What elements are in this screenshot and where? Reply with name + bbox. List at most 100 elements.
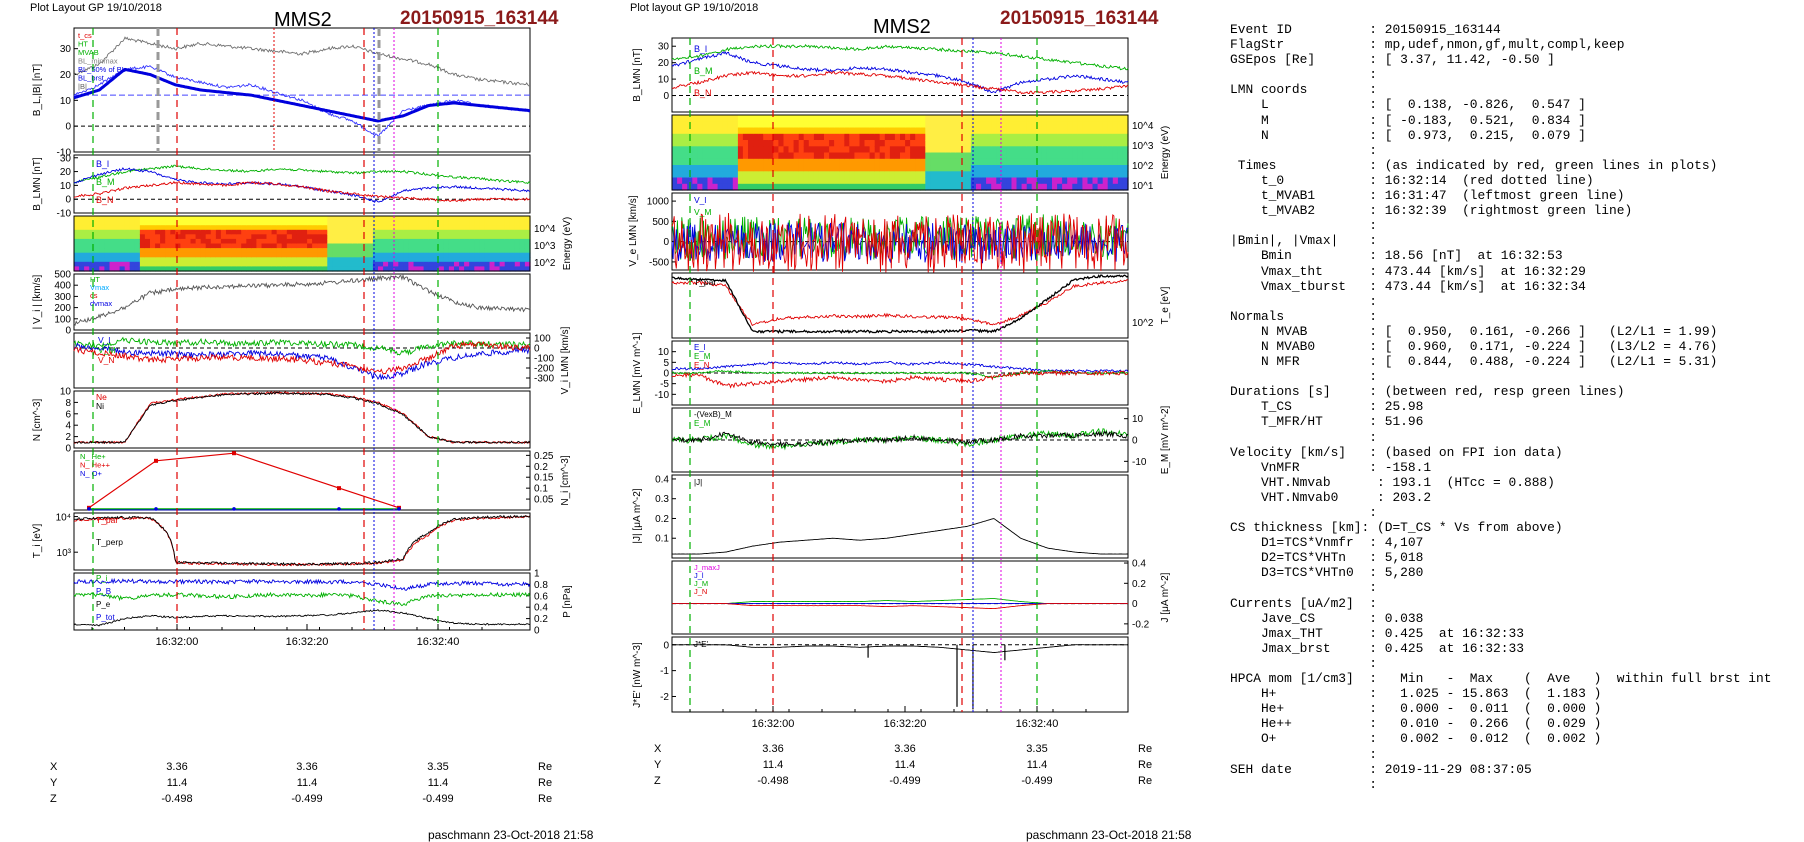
left-blmn-l-series [74,168,530,202]
left-ion-spectrogram-cell [459,253,465,258]
mid-electron-spectrogram-cell [733,165,739,172]
mid-electron-spectrogram-cell [1017,115,1023,122]
left-ion-spectrogram-cell [322,225,328,230]
mid-electron-spectrogram-cell [1118,140,1124,147]
left-ion-spectrogram-cell [120,234,126,239]
mid-0-tick-label: 30 [658,42,670,53]
left-ion-spectrogram-cell [408,234,414,239]
mid-electron-spectrogram-cell [1052,140,1058,147]
mid-electron-spectrogram-cell [915,159,921,166]
mid-electron-spectrogram-cell [824,146,830,153]
mid-electron-spectrogram-cell [1082,134,1088,141]
mid-orbit-value: 3.36 [894,743,915,755]
mid-electron-spectrogram-cell [991,146,997,153]
left-ion-spectrogram-cell [180,239,186,244]
mid-2-tick-label: 500 [652,217,669,228]
mid-electron-spectrogram-cell [930,178,936,185]
mid-electron-spectrogram-cell [1088,178,1094,185]
mid-electron-spectrogram-cell [976,115,982,122]
left-ion-spectrogram-cell [484,225,490,230]
left-ion-spectrogram-cell [120,239,126,244]
left-ion-spectrogram-cell [322,239,328,244]
mid-electron-spectrogram-cell [991,115,997,122]
mid-electron-spectrogram-cell [910,153,916,160]
left-ion-spectrogram-cell [135,262,141,267]
mid-electron-spectrogram-cell [702,159,708,166]
mid-electron-spectrogram-cell [1012,146,1018,153]
mid-electron-spectrogram-cell [1012,153,1018,160]
mid-electron-spectrogram-cell [1037,134,1043,141]
mid-electron-spectrogram-cell [789,134,795,141]
mid-electron-spectrogram-cell [1098,165,1104,172]
mid-electron-spectrogram-cell [976,134,982,141]
left-ion-spectrogram-cell [469,248,475,253]
left-ion-spectrogram-cell [464,225,470,230]
mid-electron-spectrogram-cell [839,171,845,178]
mid-electron-spectrogram-cell [1113,153,1119,160]
left-ion-spectrogram-cell [338,253,344,258]
left-ion-spectrogram-cell [479,257,485,262]
mid-7-tick-label: 0.2 [1132,579,1146,590]
mid-0-tick-label: 0 [663,91,669,102]
mid-electron-spectrogram-cell [682,165,688,172]
mid-electron-spectrogram-cell [718,178,724,185]
left-ion-spectrogram-cell [94,239,100,244]
mid-electron-spectrogram-cell [829,140,835,147]
left-ion-spectrogram-cell [317,234,323,239]
mid-electron-spectrogram-cell [723,115,729,122]
left-ion-spectrogram-cell [479,262,485,267]
mid-spec-tick-label: 10^2 [1132,161,1154,172]
left-ion-spectrogram-cell [135,248,141,253]
left-ion-spectrogram-cell [459,244,465,249]
mid-orbit-unit: Re [1138,775,1152,787]
left-ion-spectrogram-cell [429,230,435,235]
mid-electron-spectrogram-cell [951,159,957,166]
left-ion-spectrogram-cell [358,253,364,258]
left-ion-spectrogram-cell [160,234,166,239]
mid-electron-spectrogram-cell [1022,146,1028,153]
left-ion-spectrogram-cell [353,239,359,244]
mid-electron-spectrogram-cell [1067,115,1073,122]
mid-electron-spectrogram-cell [895,178,901,185]
left-ion-spectrogram-cell [155,225,161,230]
left-ion-spectrogram-cell [135,234,141,239]
left-ion-spectrogram-cell [206,262,212,267]
left-ion-spectrogram-cell [343,230,349,235]
mid-electron-spectrogram-cell [849,115,855,122]
left-ion-spectrogram-cell [490,225,496,230]
left-ion-spectrogram-cell [241,239,247,244]
left-ion-spectrogram-cell [484,230,490,235]
left-ion-spectrogram-cell [140,234,146,239]
left-ion-spectrogram-cell [358,230,364,235]
left-ion-spectrogram-cell [246,234,252,239]
mid-electron-spectrogram-cell [875,121,881,128]
left-ion-spectrogram-cell [419,253,425,258]
left-ion-spectrogram-cell [287,216,293,221]
mid-electron-spectrogram-cell [1108,159,1114,166]
mid-electron-spectrogram-cell [1057,178,1063,185]
mid-electron-spectrogram-cell [708,165,714,172]
left-ion-spectrogram-cell [317,239,323,244]
left-ion-spectrogram-cell [206,221,212,226]
mid-electron-spectrogram-cell [1103,128,1109,135]
mid-electron-spectrogram-cell [1072,128,1078,135]
left-ion-spectrogram-cell [246,221,252,226]
mid-electron-spectrogram-cell [718,115,724,122]
left-ion-spectrogram-cell [84,225,90,230]
mid-electron-spectrogram-cell [1022,121,1028,128]
mid-electron-spectrogram-cell [956,159,962,166]
left-b-panel [74,28,530,152]
left-ion-spectrogram-cell [256,244,262,249]
mid-electron-spectrogram-cell [1042,115,1048,122]
left-ion-spectrogram-cell [145,221,151,226]
mid-electron-spectrogram-cell [895,159,901,166]
mid-electron-spectrogram-cell [753,115,759,122]
left-p-ylabel: P [nPa] [562,585,573,618]
mid-electron-spectrogram-cell [1108,134,1114,141]
left-p-tick-label: 0 [534,626,540,637]
left-ion-spectrogram-cell [343,225,349,230]
left-ion-spectrogram-cell [439,262,445,267]
left-t-par-series [74,516,530,566]
mid-electron-spectrogram-cell [829,159,835,166]
left-ion-spectrogram-cell [312,221,318,226]
